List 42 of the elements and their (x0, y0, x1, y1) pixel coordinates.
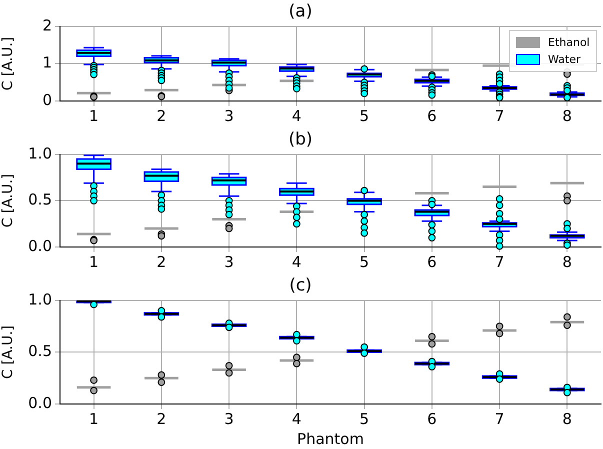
x-tick-label: 6 (427, 252, 437, 271)
x-tick-label: 7 (494, 106, 504, 125)
x-tick-label: 6 (427, 410, 437, 428)
y-tick-label: 0.0 (28, 236, 52, 255)
x-tick-label: 3 (224, 410, 234, 428)
x-tick-label: 8 (562, 252, 572, 271)
y-tick-label: 0.5 (28, 190, 52, 209)
x-tick-label: 2 (156, 252, 166, 271)
y-tick-label: 1.0 (28, 144, 52, 162)
x-axis-title: Phantom (297, 430, 364, 448)
x-tick-label: 8 (562, 106, 572, 125)
x-tick-label: 1 (89, 106, 99, 125)
x-tick-label: 7 (494, 410, 504, 428)
x-tick-label: 8 (562, 410, 572, 428)
x-tick-label: 5 (360, 410, 370, 428)
x-tick-label: 1 (89, 252, 99, 271)
x-tick-label: 4 (292, 106, 302, 125)
x-tick-label: 1 (89, 410, 99, 428)
x-tick-label: 7 (494, 252, 504, 271)
x-tick-label: 4 (292, 252, 302, 271)
x-tick-label: 3 (224, 252, 234, 271)
y-axis-title: C [A.U.] (0, 174, 16, 228)
x-tick-label: 2 (156, 106, 166, 125)
x-tick-label: 5 (360, 252, 370, 271)
y-tick-label: 1 (42, 54, 52, 72)
chart-title: (c) (289, 276, 312, 296)
chart-title: (b) (288, 130, 313, 150)
y-tick-label: 1.0 (28, 290, 52, 308)
x-tick-label: 5 (360, 106, 370, 125)
x-tick-label: 3 (224, 106, 234, 125)
y-axis-title: C [A.U.] (0, 36, 16, 91)
x-tick-label: 6 (427, 106, 437, 125)
legend-label: Water (548, 53, 581, 66)
y-tick-label: 0.0 (28, 394, 52, 412)
legend-label: Ethanol (548, 36, 590, 50)
y-tick-label: 0 (42, 90, 52, 109)
x-tick-label: 4 (292, 410, 302, 428)
x-tick-label: 2 (156, 410, 166, 428)
chart-title: (a) (288, 2, 312, 22)
y-tick-label: 0.5 (28, 342, 52, 360)
y-tick-label: 2 (42, 16, 52, 34)
y-axis-title: C [A.U.] (0, 325, 16, 380)
